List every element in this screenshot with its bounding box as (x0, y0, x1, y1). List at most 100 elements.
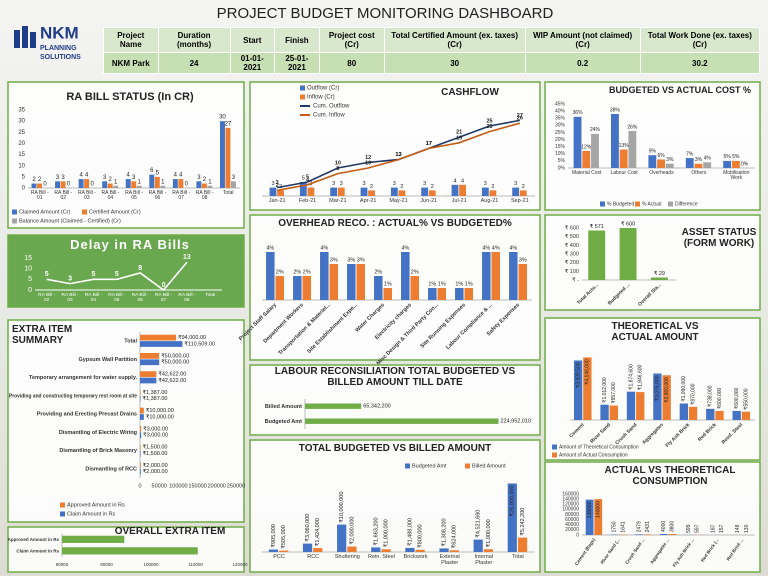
y-tick-label: 120000 (562, 502, 579, 508)
bar (140, 468, 141, 475)
bar (715, 410, 724, 420)
y-tick-label: 25% (555, 130, 566, 136)
bar (140, 407, 144, 414)
y-tick-label: 0 (576, 532, 579, 538)
data-label: ₹1,846,600 (638, 364, 644, 390)
data-label: ₹1,000,000 (382, 519, 389, 547)
data-label: ₹1,000,000 (485, 519, 492, 547)
data-label: 23 (486, 124, 492, 130)
y-tick-label: 5 (28, 276, 32, 283)
bar (643, 534, 652, 535)
data-label: 38% (610, 107, 621, 113)
data-label: 6% (657, 153, 665, 159)
legend-label: Amount of Theoretical Consumption (559, 444, 639, 450)
data-label: 4% (482, 245, 490, 251)
x-tick-label: 50000 (152, 483, 167, 489)
bar (84, 179, 90, 188)
legend-swatch (668, 201, 673, 207)
x-tick-label: 200000 (208, 483, 226, 489)
data-label: 2 (108, 177, 112, 183)
y-tick-label: 20000 (565, 527, 579, 533)
bar (293, 276, 302, 300)
logo-name: NKM (40, 23, 79, 42)
x-tick-label: RCC (307, 554, 320, 560)
data-label: 13% (619, 143, 630, 149)
data-label: 3 (362, 181, 365, 187)
data-label: 2 (400, 184, 403, 190)
y-tick-label: Budgeted Amt (265, 419, 303, 425)
y-tick-label: 30% (555, 123, 566, 129)
x-tick-label: 120000 (232, 562, 248, 567)
data-label: 5 (91, 271, 95, 278)
x-tick-label: RA Bill - 06 (148, 190, 167, 202)
chart-title: ASSET STATUS (FORM WORK) (681, 227, 757, 249)
bar (279, 550, 289, 552)
x-tick-label: RA Bill - 05 (108, 293, 126, 304)
x-tick-label: RA Bill - 08 (195, 190, 214, 202)
legend-label: Amount of Actual Consumption (559, 452, 628, 458)
data-label: 2% (411, 269, 419, 275)
data-label: 21 (456, 130, 462, 136)
column-header: Project cost (Cr) (318, 27, 385, 53)
data-label: 3800 (670, 521, 676, 532)
bar (421, 187, 429, 196)
legend-label: Claim Amount in Rs (67, 511, 116, 517)
data-label: 17 (426, 141, 432, 147)
page-title: PROJECT BUDGET MONITORING DASHBOARD (216, 5, 554, 22)
logo-bar (30, 32, 36, 48)
x-tick-label: Material Cost (571, 170, 602, 176)
data-label: ₹3,000.00 (143, 432, 168, 439)
data-label: 0 (162, 282, 166, 289)
bar (481, 187, 489, 196)
bar (648, 155, 657, 168)
data-label: ₹42,622.00 (158, 377, 186, 384)
legend-swatch (552, 444, 557, 450)
data-label: 1% (384, 281, 392, 287)
panel (544, 214, 761, 311)
bar (140, 395, 141, 402)
data-label: 13 (395, 152, 401, 158)
data-label: ₹3,060,000 (304, 514, 311, 542)
data-label: 187 (710, 524, 716, 533)
bar (113, 185, 119, 188)
y-tick-label: Providing and Erecting Precast Drains (37, 412, 137, 418)
data-label: ₹505,000 (280, 525, 287, 548)
bar (374, 276, 383, 300)
data-label: ₹3,076,000 (655, 375, 661, 401)
bar (668, 534, 677, 535)
x-tick-label: Jul-21 (451, 198, 467, 204)
data-label: 3 (56, 175, 60, 181)
legend-label: Cum. Outflow (313, 104, 350, 110)
y-tick-label: ₹ 600 (565, 224, 579, 231)
data-label: 12 (365, 155, 371, 161)
bar (741, 411, 751, 420)
data-label: ₹1,500.00 (143, 444, 168, 451)
bar (196, 181, 202, 188)
bar (140, 334, 177, 341)
data-label: 4000 (661, 521, 667, 532)
bar (509, 252, 518, 300)
data-label: 5 (156, 170, 160, 176)
table-cell: 30.2 (639, 52, 761, 74)
bar (320, 252, 329, 300)
column-header: Project Name (103, 27, 159, 53)
x-tick-label: Sep-21 (510, 198, 529, 204)
x-tick-label: Total (512, 554, 524, 560)
y-tick-label: Dismantling of RCC (85, 466, 137, 472)
x-tick-label: 0 (138, 483, 141, 489)
data-label: 1% (455, 281, 463, 287)
data-label: 130 (744, 524, 750, 533)
bar (594, 499, 603, 535)
y-tick-label: 15% (555, 144, 566, 150)
legend-swatch (12, 209, 17, 215)
chart-title: THEORETICAL VS ACTUAL AMOUNT (611, 321, 699, 343)
data-label: ₹2,000,000 (348, 517, 355, 545)
table-cell: 25-01-2021 (274, 52, 320, 74)
data-label: 3 (332, 181, 335, 187)
panel (7, 319, 245, 523)
x-tick-label: RA Bill - 06 (131, 293, 149, 304)
legend-swatch (12, 218, 17, 224)
x-tick-label: Feb-21 (298, 198, 317, 204)
x-tick-label: Brickwork (403, 554, 428, 560)
